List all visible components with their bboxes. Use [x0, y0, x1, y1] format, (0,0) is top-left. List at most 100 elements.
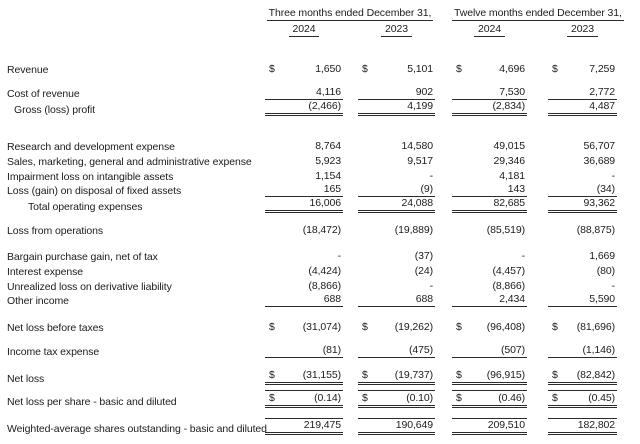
cell-value: 24,088	[401, 197, 434, 209]
table-row: Unrealized loss on derivative liability (…	[0, 278, 640, 293]
column-gap	[343, 248, 358, 263]
right-margin	[617, 61, 640, 76]
cell-value: (507)	[501, 344, 526, 356]
column-gap	[527, 263, 548, 278]
cell-value: 1,154	[315, 170, 341, 182]
value-cell: 93,362	[548, 197, 618, 213]
value-cell: 4,199	[358, 100, 436, 116]
table-row: Sales, marketing, general and administra…	[0, 153, 640, 168]
right-margin	[617, 197, 640, 213]
row-label: Revenue	[7, 64, 49, 76]
row-label: Net loss	[7, 373, 45, 385]
column-gap	[343, 278, 358, 293]
cell-value: 56,707	[583, 140, 616, 152]
cell-value: 209,510	[487, 419, 526, 431]
table-row: Cost of revenue 4,116 902 7,530 2,772	[0, 86, 640, 100]
row-spacer	[0, 237, 640, 248]
column-gap	[435, 390, 452, 408]
year-header-cell: 2023	[358, 21, 435, 37]
cell-value: (2,834)	[492, 100, 526, 112]
value-cell: $ (81,696)	[548, 319, 617, 334]
value-cell: 219,475	[265, 418, 343, 435]
value-cell: $ (96,408)	[452, 319, 527, 334]
value-cell: (2,834)	[452, 100, 528, 116]
row-spacer	[0, 213, 640, 222]
row-label: Unrealized loss on derivative liability	[7, 281, 172, 293]
value-cell: 688	[265, 293, 343, 307]
dollar-sign: $	[552, 321, 558, 333]
column-gap	[435, 4, 452, 21]
value-cell: 4,181	[452, 168, 527, 183]
value-cell: $ (0.45)	[548, 390, 618, 408]
cell-value: 4,181	[499, 170, 526, 182]
cell-value: -	[611, 170, 616, 182]
row-spacer	[0, 37, 640, 61]
column-gap	[435, 344, 452, 358]
value-cell: $ (31,074)	[265, 319, 343, 334]
table-row: Other income 688 688 2,434 5,590	[0, 293, 640, 307]
row-label: Sales, marketing, general and administra…	[7, 156, 252, 168]
value-cell: 14,580	[358, 138, 435, 153]
value-cell: (85,519)	[452, 222, 527, 237]
row-label: Loss from operations	[7, 225, 104, 237]
column-gap	[435, 21, 452, 37]
column-gap	[435, 418, 452, 435]
value-cell: (8,866)	[265, 278, 343, 293]
table-row: Income tax expense (81) (475) (507) (1,146)	[0, 344, 640, 358]
cell-value: 49,015	[493, 140, 526, 152]
column-gap	[527, 390, 548, 408]
column-gap	[343, 86, 358, 100]
header-label-spacer	[0, 21, 265, 37]
column-gap	[527, 278, 548, 293]
value-cell: 2,772	[548, 86, 618, 100]
cell-value: (37)	[414, 250, 434, 262]
dollar-sign: $	[456, 369, 462, 381]
cell-value: -	[521, 250, 526, 262]
value-cell: 143	[452, 183, 528, 197]
value-cell: (37)	[358, 248, 435, 263]
right-margin	[617, 21, 640, 37]
value-cell: (2,466)	[265, 100, 343, 116]
column-gap	[343, 263, 358, 278]
dollar-sign: $	[269, 369, 275, 381]
income-statement-table: Three months ended December 31, Twelve m…	[0, 4, 640, 435]
column-gap	[527, 344, 548, 358]
dollar-sign: $	[362, 392, 368, 404]
dollar-sign: $	[269, 321, 275, 333]
value-cell: (4,424)	[265, 263, 343, 278]
value-cell: 902	[358, 86, 436, 100]
cell-value: 2,772	[589, 86, 616, 98]
row-spacer	[0, 76, 640, 86]
year-header-row: 2024 2023 2024 2023	[0, 21, 640, 37]
value-cell: -	[548, 168, 617, 183]
table-row: Loss from operations (18,472) (19,889) (85,…	[0, 222, 640, 237]
column-gap	[343, 21, 358, 37]
cell-value: (85,519)	[486, 224, 526, 236]
value-cell: (88,875)	[548, 222, 617, 237]
column-gap	[343, 100, 358, 116]
table-row: Total operating expenses 16,006 24,088 82,6…	[0, 197, 640, 213]
value-cell: 209,510	[452, 418, 528, 435]
cell-value: 5,590	[589, 293, 616, 305]
cell-value: (0.46)	[498, 392, 526, 404]
cell-value: (8,866)	[492, 280, 526, 292]
year-header-cell: 2023	[548, 21, 617, 37]
column-gap	[527, 222, 548, 237]
column-gap	[435, 319, 452, 334]
value-cell: 5,923	[265, 153, 343, 168]
right-margin	[617, 368, 640, 385]
value-cell: $5,101	[358, 61, 435, 76]
value-cell: 24,088	[358, 197, 436, 213]
cell-value: -	[337, 250, 342, 262]
year-header-2024: 2024	[288, 23, 320, 37]
right-margin	[617, 248, 640, 263]
cell-value: 8,764	[315, 140, 341, 152]
row-label: Bargain purchase gain, net of tax	[7, 251, 158, 263]
column-gap	[435, 222, 452, 237]
value-cell: -	[548, 278, 617, 293]
column-gap	[343, 197, 358, 213]
column-gap	[435, 153, 452, 168]
cell-value: (4,424)	[308, 265, 341, 277]
cell-value: (34)	[596, 183, 616, 195]
column-gap	[343, 183, 358, 197]
